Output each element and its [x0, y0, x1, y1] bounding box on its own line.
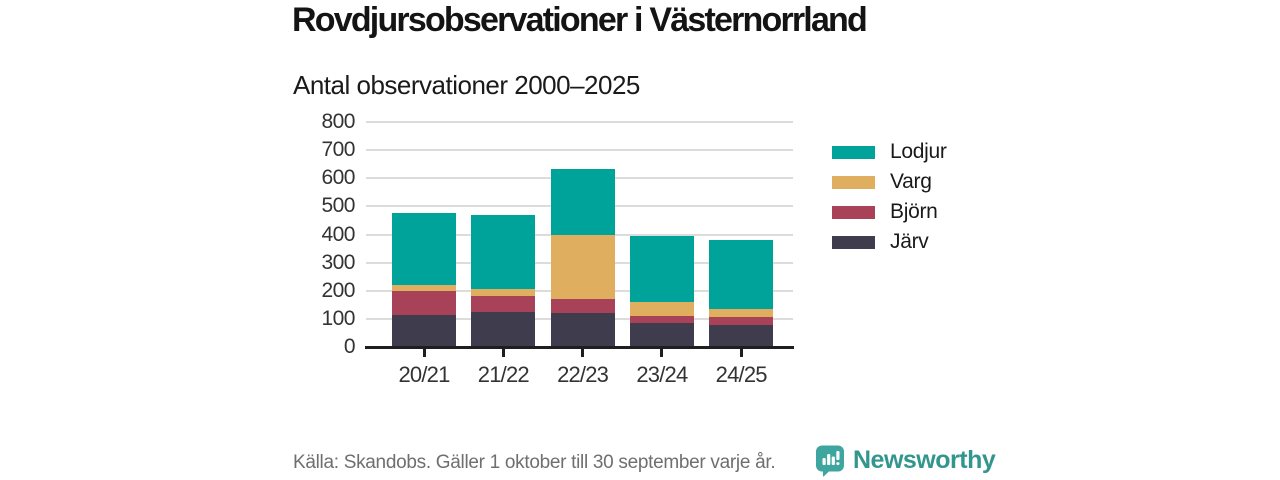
x-axis-line	[365, 346, 794, 349]
legend-label: Björn	[890, 200, 938, 223]
x-tick-mark	[501, 349, 505, 357]
y-axis-label: 100	[321, 306, 355, 330]
chart-subtitle: Antal observationer 2000–2025	[293, 70, 640, 100]
bar-segment	[550, 313, 615, 347]
y-axis-label: 200	[321, 278, 355, 302]
newsworthy-logo: Newsworthy	[815, 443, 996, 477]
bar-segment	[471, 214, 536, 289]
legend-swatch	[832, 145, 875, 159]
bar-segment	[629, 235, 694, 302]
legend-swatch	[832, 205, 875, 219]
bar-segment	[629, 302, 694, 317]
legend-swatch	[832, 175, 875, 189]
x-axis-label: 20/21	[398, 362, 450, 387]
x-tick-mark	[422, 349, 426, 357]
bar-segment	[629, 316, 694, 324]
bar-segment	[392, 314, 456, 347]
x-tick-mark	[660, 349, 664, 357]
legend: Lodjur Varg Björn Järv	[832, 137, 947, 257]
page-title: Rovdjursobservationer i Västernorrland	[292, 1, 868, 39]
y-axis-label: 700	[321, 138, 355, 162]
y-axis-label: 600	[321, 166, 355, 190]
bar-segment	[550, 235, 615, 299]
bar-segment	[629, 323, 694, 347]
x-axis-label: 21/22	[477, 362, 530, 387]
y-axis-label: 300	[321, 250, 355, 274]
y-axis-label: 500	[321, 194, 355, 218]
gridline	[366, 121, 793, 123]
legend-label: Järv	[890, 230, 929, 253]
bar-segment	[471, 311, 536, 347]
x-axis-label: 22/23	[557, 362, 609, 387]
legend-label: Lodjur	[890, 140, 947, 163]
legend-item: Järv	[832, 227, 947, 257]
legend-swatch	[832, 235, 875, 249]
legend-item: Varg	[832, 167, 947, 197]
legend-item: Björn	[832, 197, 947, 227]
x-axis-label: 24/25	[715, 362, 768, 387]
brand-name: Newsworthy	[853, 445, 996, 474]
bar-segment	[392, 290, 456, 315]
bar-segment	[392, 284, 456, 291]
legend-item: Lodjur	[832, 137, 947, 167]
newsworthy-bubble-icon	[816, 445, 844, 477]
bar-segment	[709, 309, 774, 318]
bar-segment	[550, 168, 615, 236]
bar-segment	[550, 298, 615, 314]
bar-segment	[709, 240, 774, 310]
bar-segment	[709, 324, 774, 347]
y-axis-label: 0	[343, 335, 356, 358]
legend-label: Varg	[890, 170, 932, 193]
bar-segment	[471, 296, 536, 312]
y-axis-label: 400	[321, 222, 355, 246]
source-note: Källa: Skandobs. Gäller 1 oktober till 3…	[293, 452, 776, 473]
x-tick-mark	[581, 349, 585, 357]
y-axis-label: 800	[321, 110, 355, 133]
gridline	[366, 149, 793, 152]
x-axis-label: 23/24	[636, 362, 688, 387]
x-tick-mark	[739, 349, 743, 357]
bar-segment	[392, 213, 456, 285]
bar-segment	[709, 317, 774, 325]
bar-segment	[471, 288, 536, 297]
